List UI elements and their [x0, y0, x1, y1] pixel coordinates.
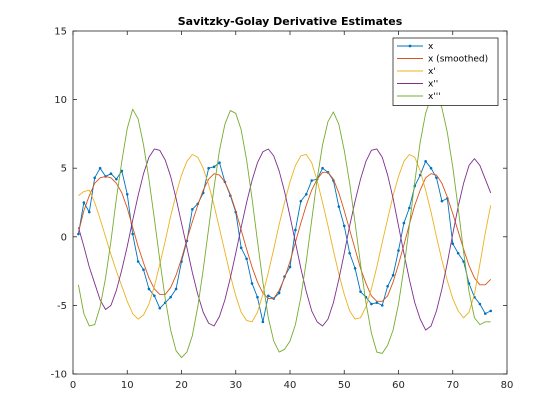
- data-point: [353, 267, 357, 270]
- data-point: [435, 176, 438, 180]
- data-point: [386, 284, 389, 288]
- x-tick-label: 30: [229, 380, 242, 391]
- data-point: [451, 242, 455, 245]
- data-point: [478, 302, 482, 306]
- data-point: [424, 160, 427, 163]
- data-point: [207, 166, 210, 170]
- x-tick-label: 10: [121, 380, 134, 391]
- data-point: [370, 302, 373, 306]
- data-point: [440, 199, 444, 203]
- data-point: [147, 287, 151, 291]
- data-point: [261, 320, 265, 324]
- x-tick-label: 50: [338, 380, 351, 391]
- data-point: [375, 301, 379, 304]
- data-point: [456, 251, 460, 255]
- data-point: [484, 312, 487, 315]
- data-point: [359, 290, 362, 293]
- data-point: [429, 166, 433, 170]
- x-tick-label: 20: [175, 380, 188, 391]
- data-point: [87, 210, 91, 214]
- data-point: [288, 265, 292, 269]
- x-tick-label: 0: [70, 380, 76, 391]
- y-tick-label: 10: [54, 95, 67, 106]
- data-point: [142, 268, 145, 272]
- data-point: [321, 166, 324, 170]
- data-point: [310, 179, 314, 182]
- series-line-2: [78, 154, 492, 323]
- x-tick-label: 80: [501, 380, 514, 391]
- data-point: [402, 221, 406, 225]
- legend-marker: [408, 44, 412, 48]
- legend-label: x'': [428, 80, 438, 90]
- legend: x x (smoothed) x' x'' x''': [392, 37, 499, 106]
- data-point: [77, 232, 80, 236]
- y-tick-label: 5: [61, 164, 67, 175]
- y-tick-label: -5: [57, 301, 67, 312]
- data-point: [115, 177, 118, 181]
- x-tick-label: 40: [284, 380, 297, 391]
- data-point: [277, 291, 281, 295]
- data-point: [109, 172, 113, 175]
- legend-label: x (smoothed): [428, 55, 488, 65]
- data-point: [245, 257, 248, 261]
- data-point: [136, 260, 140, 263]
- legend-label: x': [428, 67, 436, 77]
- data-point: [153, 294, 156, 298]
- y-tick-label: 0: [61, 232, 67, 243]
- data-point: [131, 232, 134, 236]
- x-tick-label: 60: [392, 380, 405, 391]
- data-point: [82, 201, 86, 204]
- data-point: [169, 295, 172, 299]
- y-tick-label: -10: [51, 370, 67, 381]
- x-tick-label: 70: [446, 380, 459, 391]
- data-point: [125, 192, 129, 196]
- data-point: [120, 169, 124, 173]
- data-point: [299, 199, 303, 203]
- data-point: [98, 166, 102, 170]
- data-point: [212, 165, 216, 169]
- chart-title: Savitzky-Golay Derivative Estimates: [178, 15, 403, 28]
- y-tick-label: 15: [54, 27, 67, 38]
- legend-label: x''': [428, 92, 441, 102]
- data-point: [191, 208, 194, 211]
- series-line-4: [77, 93, 491, 358]
- data-point: [348, 251, 351, 255]
- data-point: [380, 304, 384, 307]
- data-point: [462, 260, 465, 263]
- data-point: [489, 309, 493, 313]
- data-point: [397, 249, 400, 252]
- series-layer: [77, 93, 493, 358]
- data-point: [294, 228, 297, 232]
- data-point: [342, 224, 346, 228]
- data-point: [256, 295, 259, 299]
- data-point: [174, 287, 178, 291]
- axes-layer: 0 10 20 30 40 50 60 70 80 -10 -5 0 5 10 15: [51, 27, 514, 392]
- data-point: [391, 273, 395, 277]
- data-point: [218, 161, 221, 165]
- data-point: [93, 176, 96, 180]
- data-point: [250, 282, 254, 285]
- data-point: [337, 205, 341, 208]
- data-point: [408, 206, 411, 210]
- series-line-3: [77, 148, 492, 331]
- data-point: [239, 246, 243, 250]
- data-point: [267, 294, 270, 298]
- data-point: [158, 306, 162, 310]
- legend-box: [392, 37, 499, 106]
- legend-label: x: [428, 42, 434, 52]
- data-point: [304, 192, 308, 196]
- series-line-1: [77, 171, 492, 302]
